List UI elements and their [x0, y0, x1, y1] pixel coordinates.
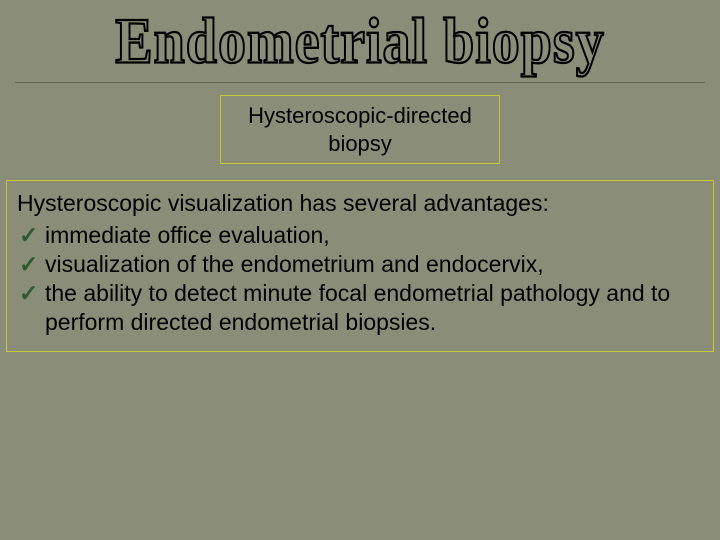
- bullet-text: immediate office evaluation,: [45, 222, 330, 248]
- bullet-text: the ability to detect minute focal endom…: [45, 280, 670, 335]
- subtitle-text: Hysteroscopic-directed biopsy: [231, 102, 489, 157]
- subtitle-box: Hysteroscopic-directed biopsy: [220, 95, 500, 164]
- check-icon: ✓: [19, 279, 38, 308]
- check-icon: ✓: [19, 250, 38, 279]
- slide-title: Endometrial biopsy: [115, 5, 604, 79]
- content-heading: Hysteroscopic visualization has several …: [17, 189, 703, 218]
- title-divider: [15, 82, 705, 83]
- bullet-text: visualization of the endometrium and end…: [45, 251, 544, 277]
- content-box: Hysteroscopic visualization has several …: [6, 180, 714, 352]
- list-item: ✓ visualization of the endometrium and e…: [19, 250, 703, 279]
- title-container: Endometrial biopsy: [0, 0, 720, 82]
- check-icon: ✓: [19, 221, 38, 250]
- list-item: ✓ the ability to detect minute focal end…: [19, 279, 703, 337]
- bullet-list: ✓ immediate office evaluation, ✓ visuali…: [17, 221, 703, 337]
- list-item: ✓ immediate office evaluation,: [19, 221, 703, 250]
